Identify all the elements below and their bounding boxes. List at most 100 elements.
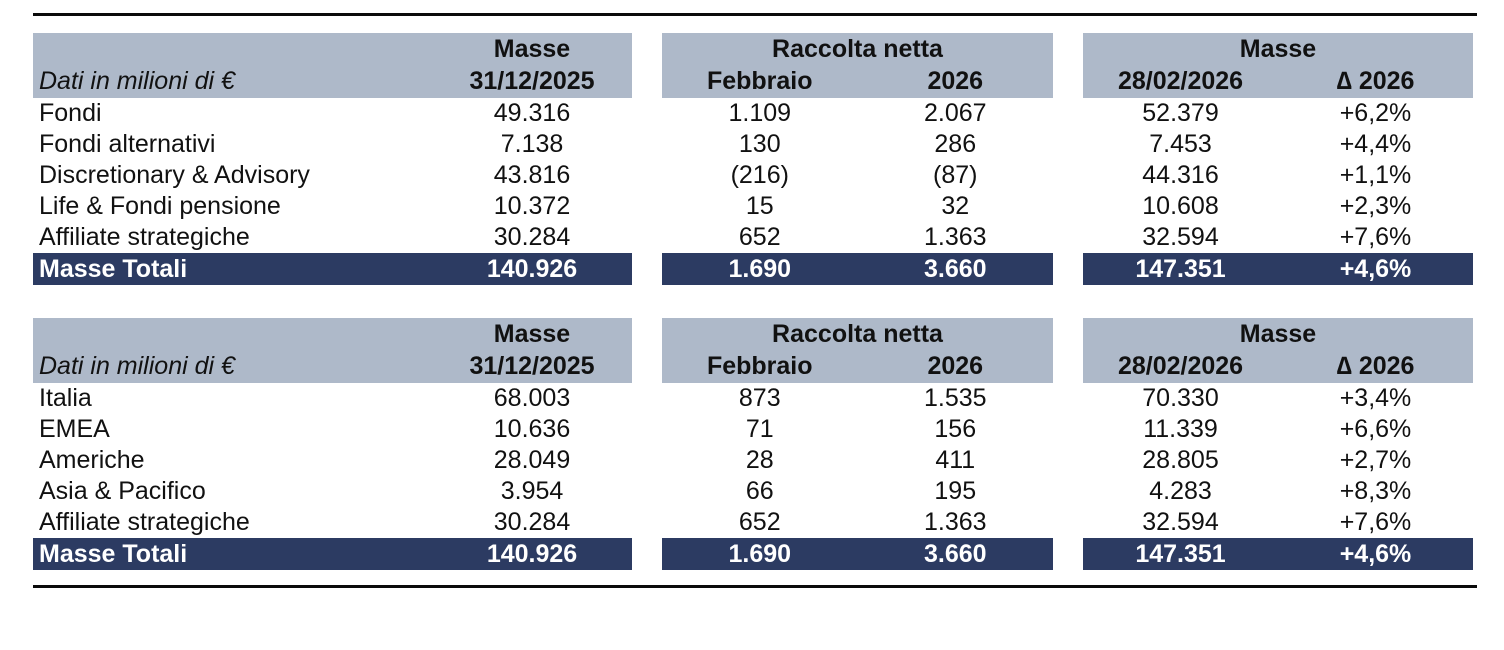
- value-delta-pct: +8,3%: [1339, 477, 1412, 505]
- total-row: Masse Totali 140.926 1.690 3.660 147.351 +4…: [33, 538, 1473, 570]
- value-aum-current: 52.379: [1142, 99, 1219, 127]
- delta-year: 2026: [1358, 67, 1415, 96]
- unit-note: Dati in milioni di €: [39, 352, 235, 381]
- value-netflows-ytd: 195: [934, 477, 977, 505]
- row-label: Asia & Pacifico: [39, 477, 206, 505]
- table-row: Americhe 28.049 28 411 28.805 +2,7%: [33, 445, 1473, 476]
- value-aum-prev: 3.954: [500, 477, 564, 505]
- header-raccolta-group-label: Raccolta netta: [772, 319, 943, 348]
- column-gap: [632, 318, 662, 383]
- table-row: Italia 68.003 873 1.535 70.330 +3,4%: [33, 383, 1473, 414]
- value-aum-current: 11.339: [1143, 415, 1218, 443]
- header-masse-prev-date: 31/12/2025: [469, 67, 595, 96]
- value-aum-prev: 28.049: [493, 446, 571, 474]
- header-raccolta-ytd: 2026: [927, 352, 984, 381]
- row-label: Fondi alternativi: [39, 130, 216, 158]
- total-netflows-ytd: 3.660: [923, 539, 987, 568]
- row-label: Affiliate strategiche: [39, 223, 250, 251]
- value-delta-pct: +1,1%: [1339, 161, 1412, 189]
- delta-icon: ∆: [1336, 352, 1352, 381]
- header-masse-cur-group-label: Masse: [1239, 34, 1317, 63]
- header-masse-prev-date: 31/12/2025: [469, 352, 595, 381]
- value-aum-current: 32.594: [1142, 508, 1219, 536]
- total-netflows-month: 1.690: [728, 254, 792, 283]
- value-aum-current: 32.594: [1142, 223, 1219, 251]
- value-netflows-ytd: 1.363: [923, 223, 987, 251]
- value-netflows-month: 28: [745, 446, 774, 474]
- value-netflows-month: 652: [738, 223, 781, 251]
- value-aum-prev: 30.284: [493, 508, 571, 536]
- value-netflows-month: 1.109: [728, 99, 792, 127]
- total-netflows-ytd: 3.660: [923, 254, 987, 283]
- value-netflows-ytd: 286: [934, 130, 977, 158]
- header-block-masse-cur: Masse 28/02/2026 ∆ 2026: [1083, 318, 1473, 383]
- row-label: Fondi: [39, 99, 102, 127]
- value-delta-pct: +2,7%: [1339, 446, 1412, 474]
- header-block-masse-prev: Masse Dati in milioni di € 31/12/2025: [33, 318, 632, 383]
- row-label: Life & Fondi pensione: [39, 192, 281, 220]
- value-aum-current: 28.805: [1142, 446, 1219, 474]
- header-masse-group-label: Masse: [493, 319, 571, 348]
- delta-year: 2026: [1358, 352, 1415, 381]
- header-block-masse-cur: Masse 28/02/2026 ∆ 2026: [1083, 33, 1473, 98]
- value-netflows-ytd: 1.363: [923, 508, 987, 536]
- value-delta-pct: +3,4%: [1339, 384, 1412, 412]
- value-netflows-ytd: 32: [941, 192, 970, 220]
- value-aum-prev: 10.636: [493, 415, 571, 443]
- total-netflows-month: 1.690: [728, 539, 792, 568]
- value-delta-pct: +7,6%: [1339, 223, 1412, 251]
- total-aum-current: 147.351: [1135, 254, 1226, 283]
- value-netflows-month: 652: [738, 508, 781, 536]
- total-aum-prev: 140.926: [486, 539, 578, 568]
- table-row: Fondi 49.316 1.109 2.067 52.379 +6,2%: [33, 98, 1473, 129]
- total-label: Masse Totali: [39, 254, 188, 283]
- value-aum-prev: 30.284: [493, 223, 571, 251]
- header-masse-cur-date: 28/02/2026: [1117, 67, 1244, 96]
- table-row: Asia & Pacifico 3.954 66 195 4.283 +8,3%: [33, 476, 1473, 507]
- value-aum-current: 10.608: [1142, 192, 1219, 220]
- value-delta-pct: +6,2%: [1339, 99, 1412, 127]
- header-block-raccolta: Raccolta netta Febbraio 2026: [662, 33, 1053, 98]
- delta-icon: ∆: [1336, 67, 1352, 96]
- header-raccolta-ytd: 2026: [927, 67, 984, 96]
- header-raccolta-month: Febbraio: [706, 352, 813, 381]
- value-netflows-month: 873: [738, 384, 781, 412]
- value-aum-prev: 7.138: [500, 130, 564, 158]
- table-row: Affiliate strategiche 30.284 652 1.363 32.…: [33, 222, 1473, 253]
- value-netflows-month: (216): [730, 161, 789, 189]
- table-row: Discretionary & Advisory 43.816 (216) (87)…: [33, 160, 1473, 191]
- total-delta-pct: +4,6%: [1339, 539, 1412, 568]
- value-aum-current: 7.453: [1149, 130, 1212, 158]
- header-raccolta-month: Febbraio: [706, 67, 813, 96]
- top-rule: [33, 13, 1477, 16]
- row-label: Discretionary & Advisory: [39, 161, 310, 189]
- value-netflows-month: 15: [745, 192, 774, 220]
- header-raccolta-group-label: Raccolta netta: [772, 34, 943, 63]
- row-label: Americhe: [39, 446, 145, 474]
- row-label: EMEA: [39, 415, 110, 443]
- value-aum-current: 44.316: [1142, 161, 1219, 189]
- value-aum-prev: 49.316: [493, 99, 571, 127]
- value-netflows-month: 71: [745, 415, 774, 443]
- value-netflows-month: 130: [738, 130, 781, 158]
- header-masse-cur-group-label: Masse: [1239, 319, 1317, 348]
- table-header: Masse Dati in milioni di € 31/12/2025 Ra…: [33, 318, 1473, 383]
- table-header: Masse Dati in milioni di € 31/12/2025 Ra…: [33, 33, 1473, 98]
- value-aum-current: 70.330: [1142, 384, 1219, 412]
- header-delta-label: ∆ 2026: [1278, 352, 1473, 381]
- value-netflows-ytd: 1.535: [923, 384, 987, 412]
- value-netflows-ytd: 2.067: [923, 99, 987, 127]
- value-aum-current: 4.283: [1149, 477, 1212, 505]
- column-gap: [1053, 318, 1083, 383]
- header-masse-group-label: Masse: [493, 34, 571, 63]
- header-block-raccolta: Raccolta netta Febbraio 2026: [662, 318, 1053, 383]
- table-row: EMEA 10.636 71 156 11.339 +6,6%: [33, 414, 1473, 445]
- column-gap: [1053, 33, 1083, 98]
- column-gap: [632, 33, 662, 98]
- value-aum-prev: 68.003: [493, 384, 571, 412]
- table-row: Affiliate strategiche 30.284 652 1.363 32.…: [33, 507, 1473, 538]
- total-row: Masse Totali 140.926 1.690 3.660 147.351 +4…: [33, 253, 1473, 285]
- value-netflows-ytd: (87): [933, 161, 978, 189]
- aum-by-product-table: Masse Dati in milioni di € 31/12/2025 Ra…: [33, 33, 1473, 285]
- header-delta-label: ∆ 2026: [1278, 67, 1473, 96]
